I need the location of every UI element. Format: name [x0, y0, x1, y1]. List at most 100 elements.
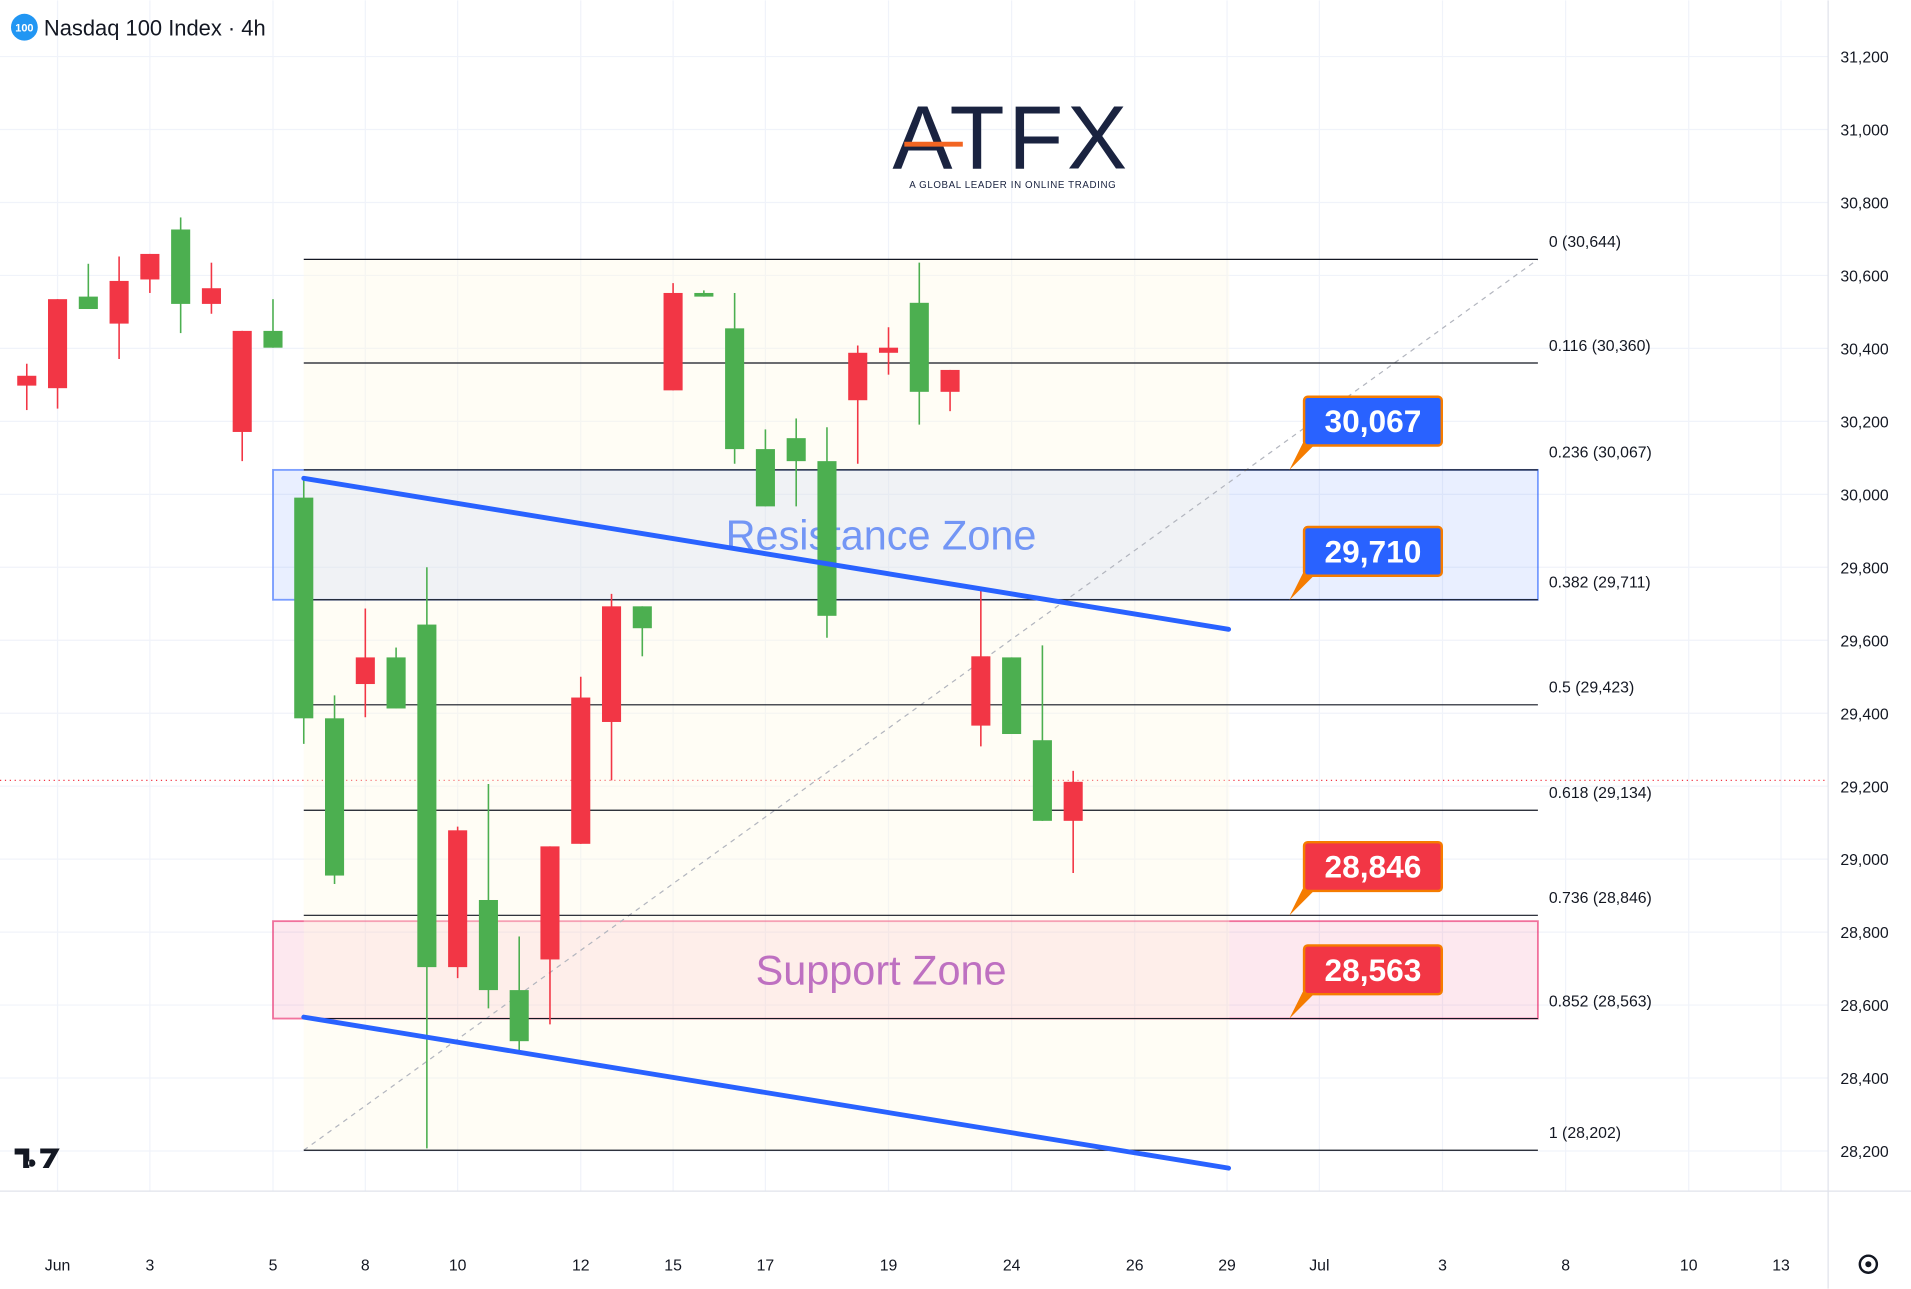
candle-body [109, 280, 129, 324]
fib-label: 0.736 (28,846) [1549, 890, 1652, 907]
x-tick-label: 19 [880, 1257, 898, 1274]
candle-body [355, 657, 375, 685]
x-tick-label: 24 [1003, 1257, 1021, 1274]
y-tick-label: 30,000 [1840, 487, 1889, 504]
x-tick-label: 12 [572, 1257, 590, 1274]
candle-body [725, 328, 745, 450]
price-badge [1302, 944, 1443, 996]
y-tick-label: 29,400 [1840, 706, 1889, 723]
zone-label: Support Zone [756, 946, 1007, 993]
price-badge [1302, 525, 1443, 577]
y-tick-label: 28,800 [1840, 925, 1889, 942]
price-badge-label: 30,067 [1324, 403, 1421, 439]
x-tick-label: 5 [269, 1257, 278, 1274]
price-badges: 30,067 29,710 28,846 28,563 [1289, 395, 1443, 1019]
y-tick-label: 30,800 [1840, 196, 1889, 213]
y-tick-label: 29,000 [1840, 852, 1889, 869]
y-tick-label: 28,600 [1840, 998, 1889, 1015]
fib-label: 1 (28,202) [1549, 1125, 1621, 1142]
candle-body [909, 302, 929, 392]
axes: 28,200 28,400 28,600 28,800 29,000 29,200 29,4… [45, 50, 1889, 1275]
candle-body [817, 461, 837, 616]
x-tick-label: 13 [1772, 1257, 1790, 1274]
candle-body [971, 656, 991, 726]
candle-body [601, 606, 622, 722]
fib-label: 0.618 (29,134) [1549, 785, 1652, 802]
x-tick-label: 10 [1680, 1257, 1698, 1274]
candle-body [325, 718, 345, 876]
x-tick-label: 17 [757, 1257, 775, 1274]
symbol-icon-text: 100 [15, 22, 33, 34]
settings-icon[interactable] [1858, 1254, 1879, 1274]
candle-body [48, 299, 68, 389]
logo-tagline: A GLOBAL LEADER IN ONLINE TRADING [909, 180, 1116, 191]
candle-body [940, 369, 960, 392]
candle-body [571, 697, 591, 844]
candle-body [1002, 657, 1022, 735]
x-tick-label: 29 [1218, 1257, 1236, 1274]
logo: ATFX [892, 88, 1130, 189]
x-tick-label: 10 [449, 1257, 467, 1274]
settings-icon-center [1865, 1261, 1872, 1268]
candle-body [448, 830, 468, 968]
candle-body [694, 292, 714, 297]
candle-body [848, 352, 868, 401]
candle-body [386, 657, 406, 709]
price-badge-label: 28,563 [1324, 952, 1421, 988]
trend-lines [301, 475, 1232, 1171]
x-tick-label: 3 [145, 1257, 154, 1274]
candle-body [232, 330, 252, 432]
candles [17, 217, 1083, 1149]
trend-line [301, 475, 1232, 632]
y-tick-label: 29,600 [1840, 633, 1889, 650]
badge-pointer [1289, 989, 1319, 1019]
y-tick-label: 31,000 [1840, 123, 1889, 140]
fib-label: 0.236 (30,067) [1549, 445, 1652, 462]
y-tick-label: 30,200 [1840, 414, 1889, 431]
fib-label: 0.116 (30,360) [1549, 338, 1651, 355]
fib-label: 0 (30,644) [1549, 234, 1621, 251]
price-badge-label: 28,846 [1324, 849, 1421, 885]
candle-body [1063, 781, 1083, 821]
candle-body [263, 330, 283, 348]
fib-label: 0.5 (29,423) [1549, 680, 1634, 697]
candle-body [140, 253, 160, 280]
fib-label: 0.852 (28,563) [1549, 993, 1652, 1010]
badge-pointer [1289, 570, 1319, 601]
badge-pointer [1289, 440, 1319, 470]
y-tick-label: 29,800 [1840, 560, 1889, 577]
y-tick-label: 28,400 [1840, 1071, 1889, 1088]
price-badge-label: 29,710 [1324, 533, 1421, 569]
chart-title: Nasdaq 100 Index · 4h [44, 16, 266, 41]
candle-body [1032, 740, 1052, 821]
candle-body [478, 899, 498, 991]
x-tick-label: Jun [45, 1257, 71, 1274]
price-badge [1302, 840, 1443, 893]
candle-body [294, 497, 314, 719]
price-badge [1302, 395, 1443, 447]
y-tick-label: 30,400 [1840, 342, 1889, 359]
candle-body [755, 449, 775, 507]
candle-body [171, 229, 191, 304]
candle-body [17, 375, 37, 386]
fib-label: 0.382 (29,711) [1549, 575, 1651, 592]
x-tick-label: 26 [1126, 1257, 1144, 1274]
y-tick-label: 30,600 [1840, 269, 1889, 286]
candle-body [509, 990, 529, 1042]
x-tick-label: Jul [1309, 1257, 1329, 1274]
candle-body [663, 292, 683, 391]
candle-body [78, 296, 98, 310]
y-tick-label: 31,200 [1840, 50, 1889, 67]
symbol-icon [10, 13, 38, 41]
fibonacci: 0 (30,644) 0.116 (30,360) 0.236 (30,067) 0.… [303, 234, 1652, 1151]
y-tick-label: 28,200 [1840, 1144, 1889, 1161]
candle-body [201, 288, 221, 304]
x-tick-label: 3 [1438, 1257, 1447, 1274]
badge-pointer [1289, 886, 1319, 916]
x-tick-label: 15 [664, 1257, 682, 1274]
candle-body [632, 606, 652, 629]
candle-body [786, 438, 806, 462]
